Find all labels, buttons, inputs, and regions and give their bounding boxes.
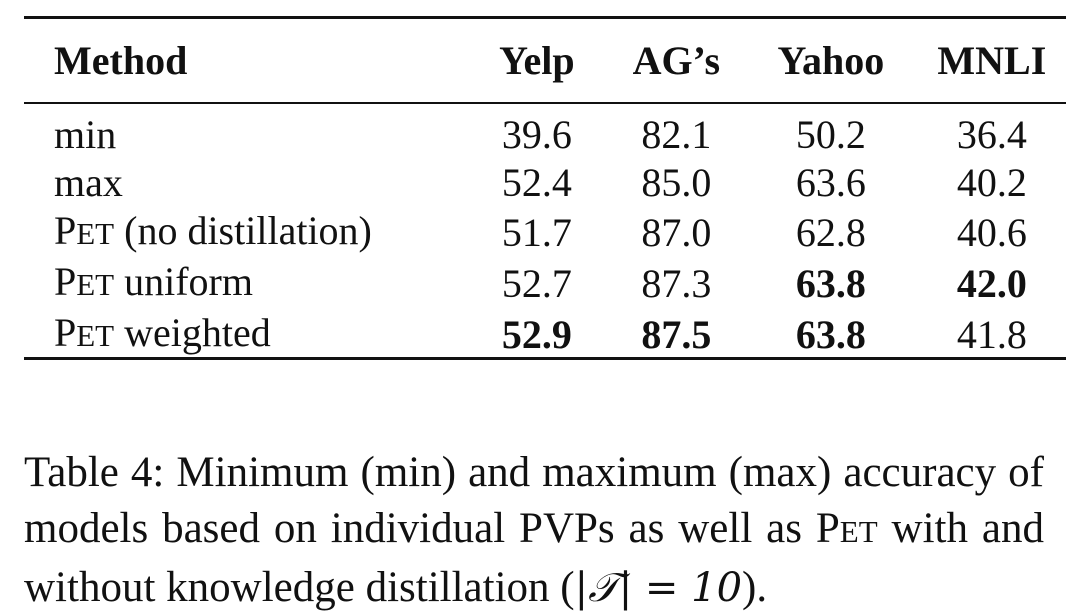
pet-initial: P xyxy=(54,259,77,304)
results-table: Method Yelp AG’s Yahoo MNLI min 39.6 82.… xyxy=(24,24,1066,360)
row-method: PET uniform xyxy=(24,258,465,309)
cell-ags: 87.0 xyxy=(641,209,712,255)
pet-smallcaps: ET xyxy=(76,267,115,302)
cell-yelp: 39.6 xyxy=(501,112,572,157)
cell-yelp: 52.4 xyxy=(501,160,572,205)
cell-yahoo: 63.8 xyxy=(795,260,866,306)
row-method: max xyxy=(54,160,123,205)
pet-initial: P xyxy=(54,208,77,253)
pet-initial: P xyxy=(54,310,77,355)
header-yahoo: Yahoo xyxy=(777,37,885,83)
caption-math: |𝒯| = 10 xyxy=(574,565,743,611)
pet-smallcaps: ET xyxy=(76,216,115,251)
cell-mnli: 36.4 xyxy=(956,112,1027,157)
pet-smallcaps: ET xyxy=(76,318,115,353)
table-header-row: Method Yelp AG’s Yahoo MNLI xyxy=(24,24,1066,96)
header-mnli: MNLI xyxy=(937,37,1047,83)
table-row: PET uniform 52.7 87.3 63.8 42.0 xyxy=(24,258,1066,309)
method-variant: uniform xyxy=(114,259,253,304)
method-variant: weighted xyxy=(114,310,271,355)
cell-ags: 87.3 xyxy=(641,260,712,306)
cell-ags: 87.5 xyxy=(641,311,712,357)
cell-mnli: 41.8 xyxy=(956,311,1027,357)
cell-yahoo: 62.8 xyxy=(795,209,866,255)
caption-pet-smallcaps: ET xyxy=(839,514,878,549)
cell-ags: 82.1 xyxy=(641,112,712,157)
table-bottom-rule xyxy=(24,357,1066,360)
cell-yelp: 51.7 xyxy=(501,209,572,255)
method-variant: (no distillation) xyxy=(114,208,372,253)
row-method: min xyxy=(54,112,117,157)
table-header-rule xyxy=(24,102,1066,104)
table-caption: Table 4: Minimum (min) and maximum (max)… xyxy=(24,445,1044,616)
table-row: PET (no distillation) 51.7 87.0 62.8 40.… xyxy=(24,207,1066,258)
row-method: PET weighted xyxy=(24,309,465,360)
row-method: PET (no distillation) xyxy=(24,207,465,258)
caption-text-end: ). xyxy=(742,564,768,611)
table-row: max 52.4 85.0 63.6 40.2 xyxy=(24,159,1066,207)
table-row: PET weighted 52.9 87.5 63.8 41.8 xyxy=(24,309,1066,360)
header-yelp: Yelp xyxy=(499,37,575,83)
cell-yahoo: 63.8 xyxy=(795,311,866,357)
caption-text: Table 4: Minimum (min) and maximum (max)… xyxy=(24,449,1044,552)
cell-yahoo: 63.6 xyxy=(795,160,866,205)
cell-mnli: 40.6 xyxy=(956,209,1027,255)
cell-ags: 85.0 xyxy=(641,160,712,205)
cell-yelp: 52.7 xyxy=(501,260,572,306)
header-method: Method xyxy=(54,37,188,83)
cell-mnli: 42.0 xyxy=(956,260,1027,306)
cell-yelp: 52.9 xyxy=(501,311,572,357)
table-top-rule xyxy=(24,16,1066,19)
cell-mnli: 40.2 xyxy=(956,160,1027,205)
header-ags: AG’s xyxy=(632,37,721,83)
cell-yahoo: 50.2 xyxy=(795,112,866,157)
table-row: min 39.6 82.1 50.2 36.4 xyxy=(24,96,1066,159)
